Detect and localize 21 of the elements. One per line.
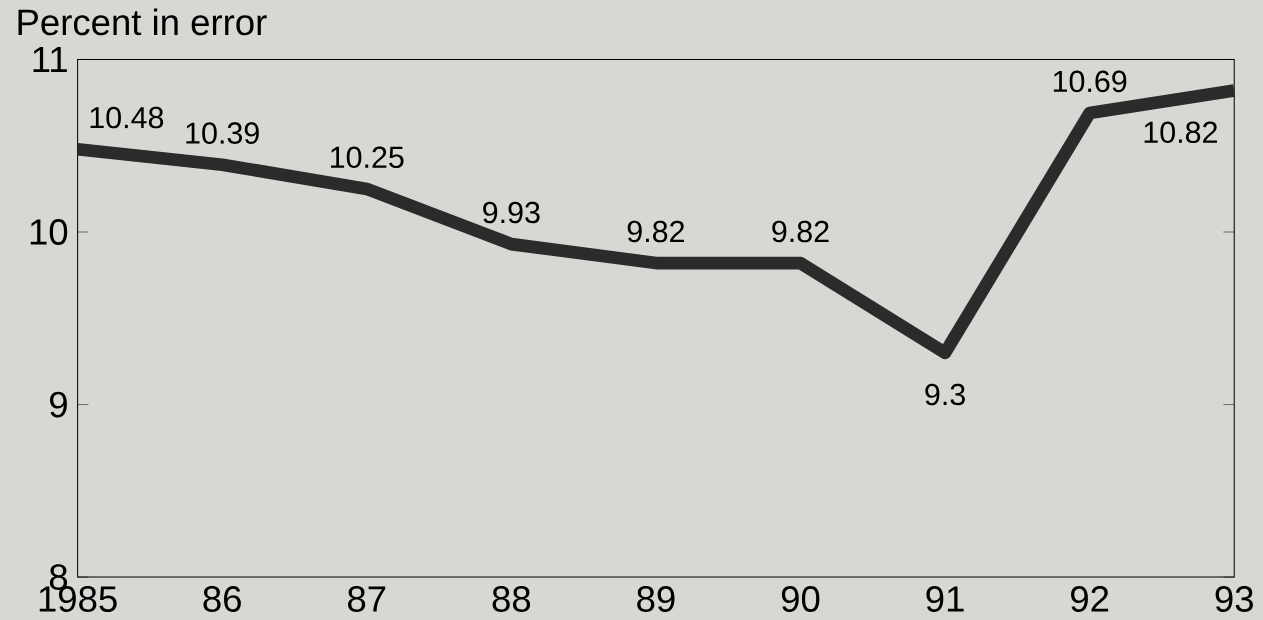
x-tick-label: 91 <box>926 585 964 612</box>
data-label: 10.39 <box>186 122 259 144</box>
x-tick-label: 87 <box>348 585 386 612</box>
data-label: 9.82 <box>627 220 685 243</box>
y-tick-label: 9 <box>50 391 67 418</box>
y-tick-label: 11 <box>33 46 67 72</box>
data-label: 10.25 <box>330 146 404 168</box>
data-label: 10.82 <box>1144 121 1217 143</box>
y-tick-label: 10 <box>30 218 68 245</box>
data-label: 10.48 <box>90 106 164 129</box>
data-label: 9.93 <box>483 201 540 224</box>
x-tick-label: 88 <box>492 585 531 612</box>
x-tick-label: 93 <box>1215 585 1253 612</box>
x-tick-label: 90 <box>781 585 820 612</box>
data-label: 9.3 <box>925 383 965 406</box>
x-tick-label: 86 <box>203 585 241 612</box>
x-tick-label: 92 <box>1071 585 1109 612</box>
data-label: 9.82 <box>772 220 829 243</box>
x-tick-label: 89 <box>637 585 675 612</box>
data-label: 10.69 <box>1053 70 1127 92</box>
y-axis-title: Percent in error <box>18 8 267 36</box>
